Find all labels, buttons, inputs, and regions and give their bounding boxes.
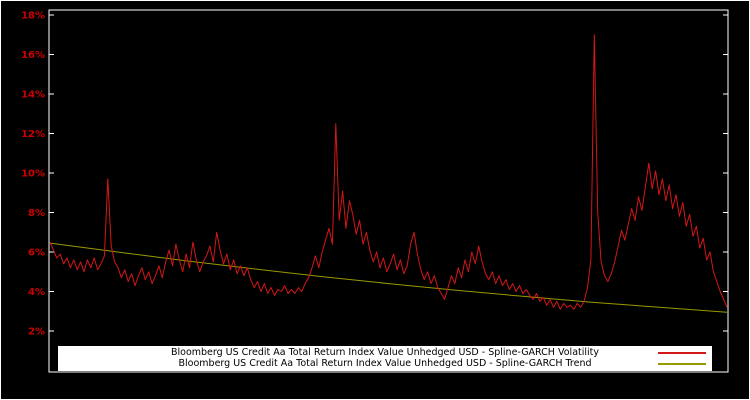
legend-label-trend: Bloomberg US Credit Aa Total Return Inde…: [178, 358, 592, 369]
chart-legend: Bloomberg US Credit Aa Total Return Inde…: [58, 346, 712, 371]
y-tick-label: 14%: [21, 90, 45, 101]
y-tick-label: 10%: [21, 169, 45, 180]
legend-item-volatility: Bloomberg US Credit Aa Total Return Inde…: [58, 347, 712, 358]
y-tick-label: 8%: [28, 208, 45, 219]
legend-label-volatility: Bloomberg US Credit Aa Total Return Inde…: [170, 347, 599, 358]
y-tick-label: 2%: [28, 327, 45, 338]
y-tick-label: 16%: [21, 50, 45, 61]
y-tick-label: 4%: [28, 287, 45, 298]
plot-frame: [48, 9, 729, 373]
y-tick-label: 6%: [28, 248, 45, 259]
y-tick-label: 12%: [21, 129, 45, 140]
legend-line-sample-trend: [658, 363, 706, 365]
legend-item-trend: Bloomberg US Credit Aa Total Return Inde…: [58, 358, 712, 369]
legend-line-sample-volatility: [658, 352, 706, 354]
volatility-series-line: [49, 34, 728, 310]
trend-series-line: [49, 242, 728, 313]
y-tick-label: 18%: [21, 11, 45, 22]
